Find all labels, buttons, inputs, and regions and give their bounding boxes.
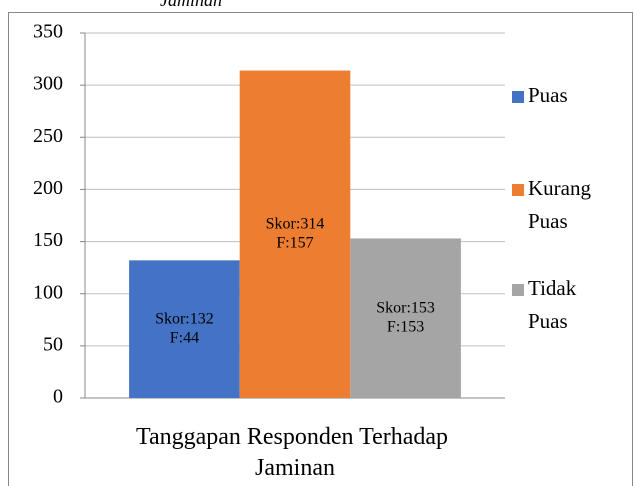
legend-swatch (512, 184, 524, 196)
legend-label: Kurang Puas (528, 176, 596, 233)
data-label: Skor:314 (266, 215, 325, 232)
legend-label: Puas (528, 83, 568, 107)
bar (129, 260, 240, 398)
legend-swatch (512, 284, 524, 296)
data-label: F:44 (170, 329, 199, 346)
x-category-label: Tanggapan Responden Terhadap Jaminan (136, 424, 454, 481)
data-label: Skor:153 (376, 299, 435, 316)
legend-swatch (512, 91, 524, 103)
y-tick-label: 0 (53, 386, 63, 408)
legend-label: Tidak Puas (528, 276, 582, 333)
y-tick-label: 150 (33, 229, 63, 251)
data-label: Skor:132 (155, 310, 214, 327)
y-tick-label: 350 (33, 21, 63, 43)
caption: Jaminan (160, 0, 222, 10)
bar (239, 70, 351, 399)
y-tick-label: 200 (33, 177, 63, 199)
y-tick-label: 100 (33, 281, 63, 303)
data-label: F:153 (387, 318, 424, 335)
y-tick-label: 300 (33, 73, 63, 95)
y-tick-label: 50 (43, 333, 63, 355)
data-label: F:157 (276, 234, 313, 251)
bar (350, 238, 461, 398)
y-tick-label: 250 (33, 125, 63, 147)
